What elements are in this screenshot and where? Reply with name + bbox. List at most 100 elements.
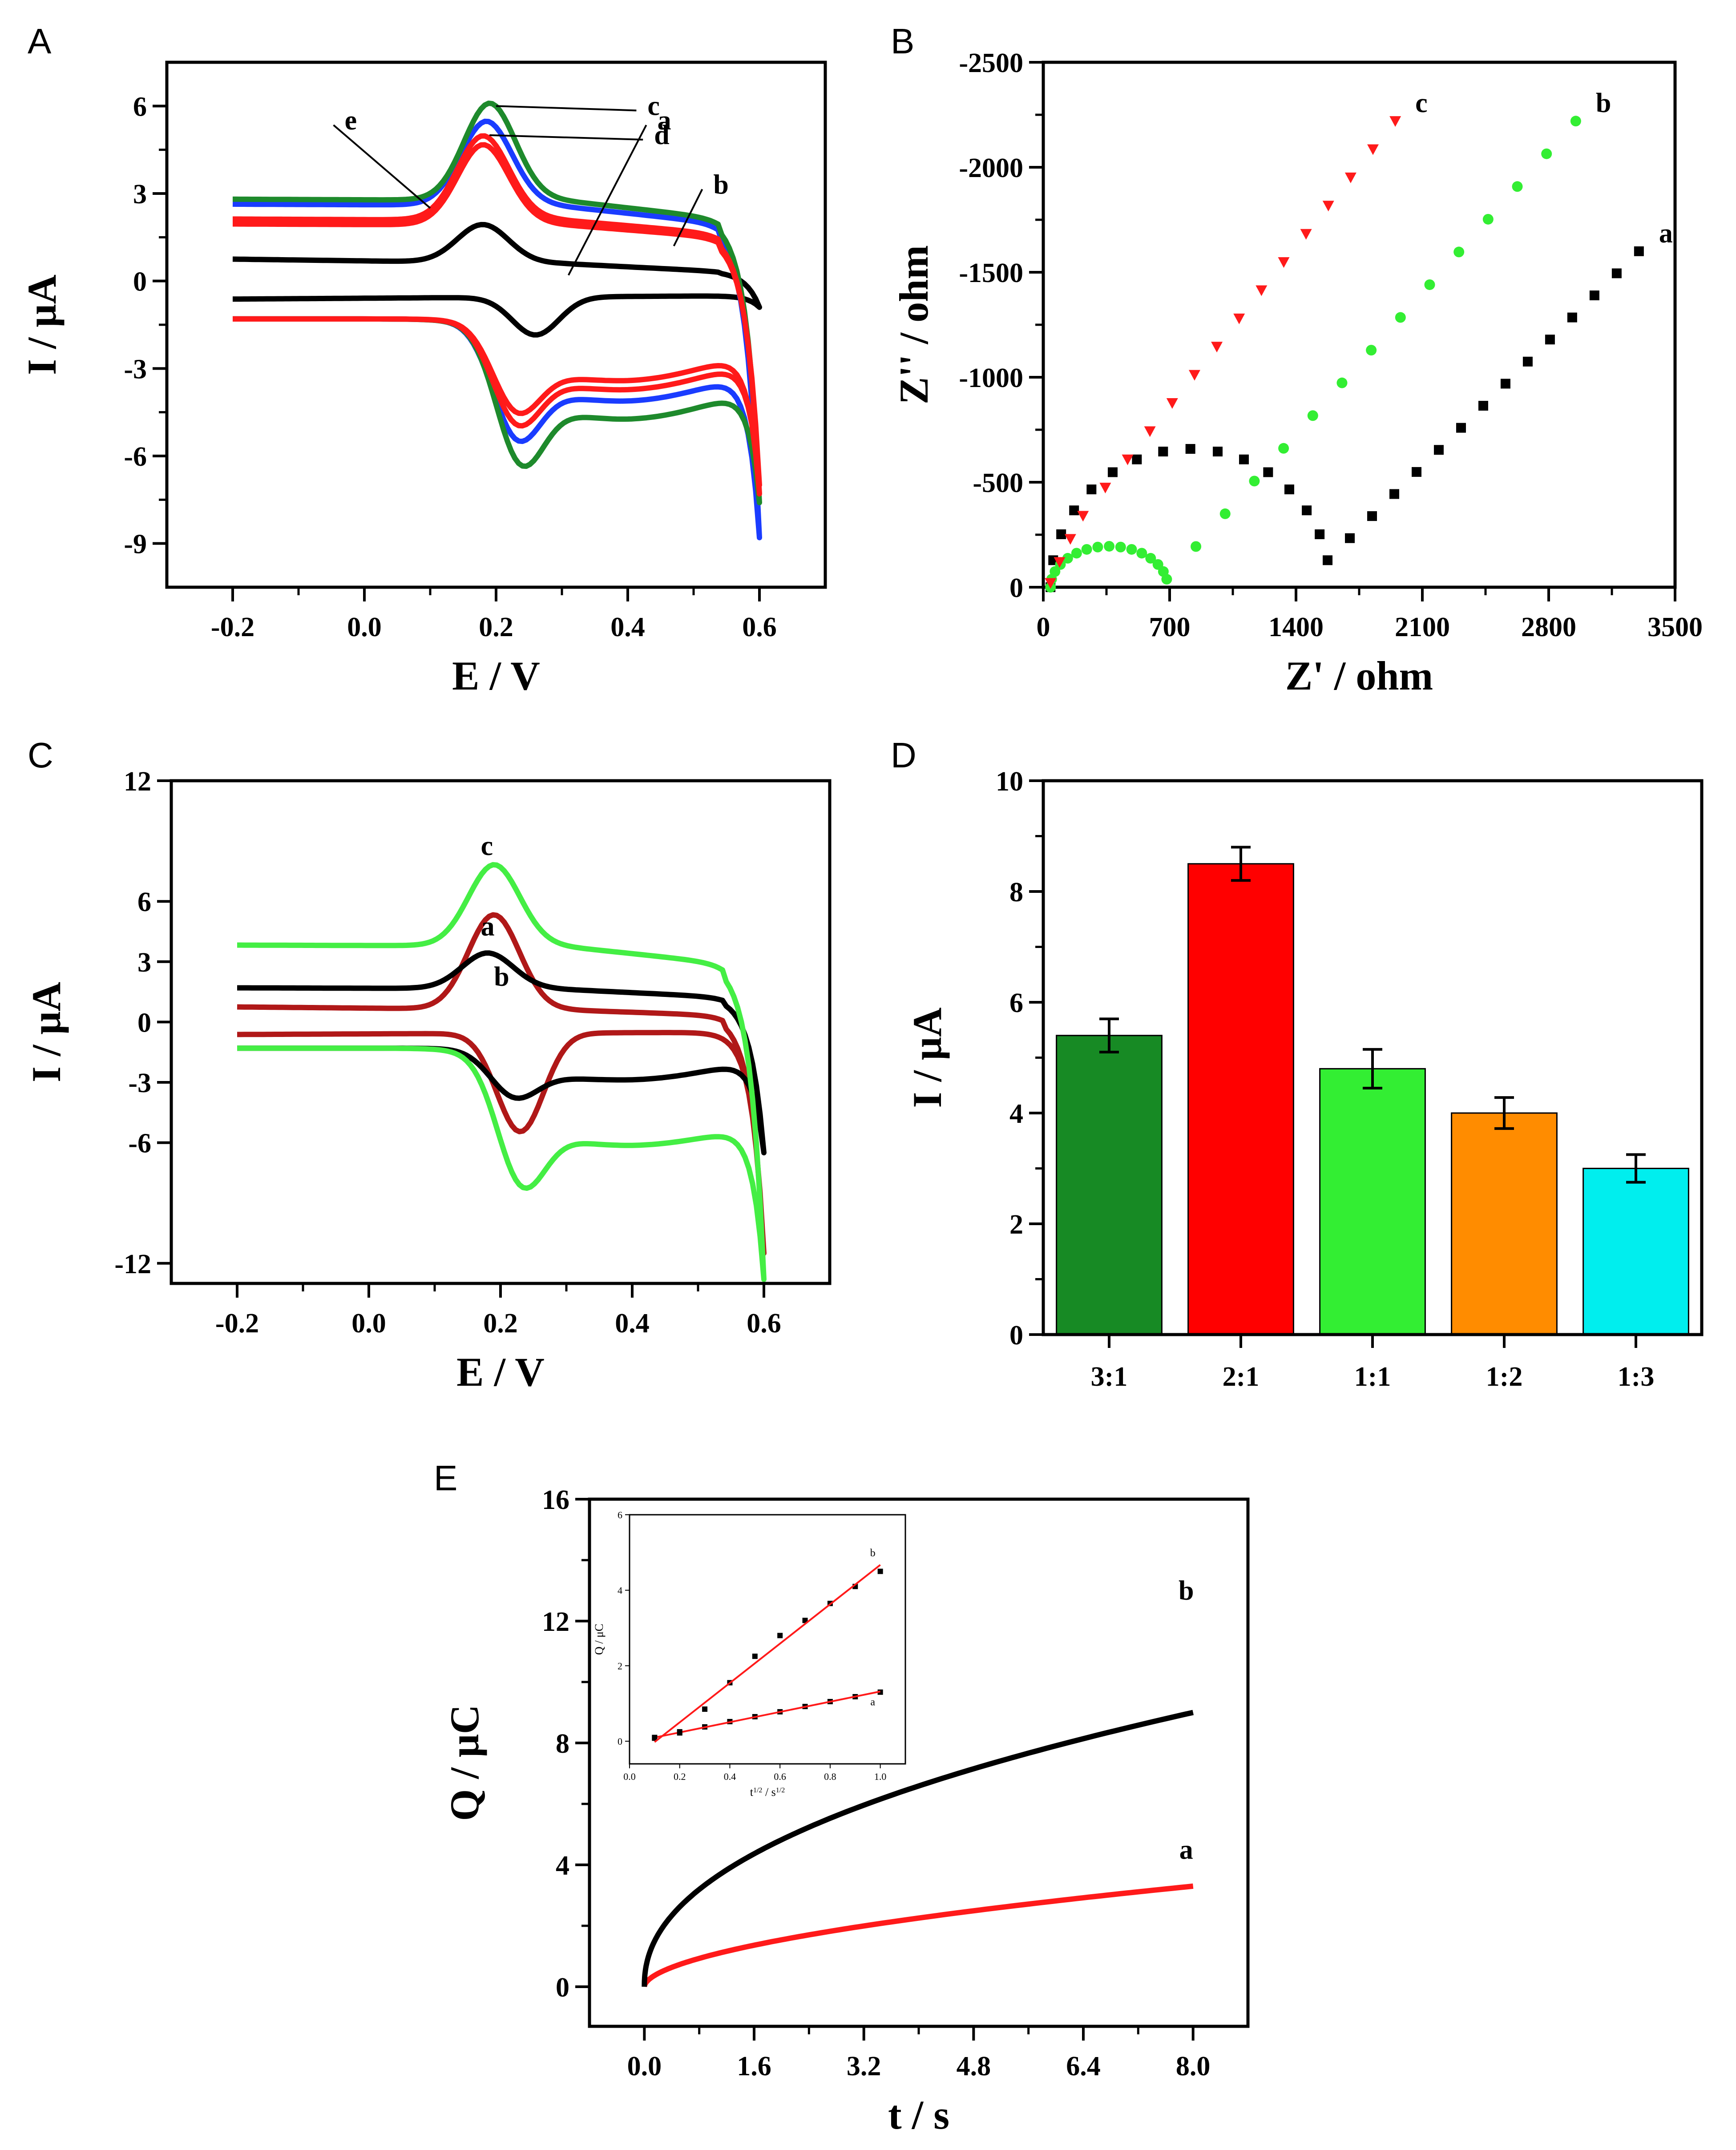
panel-c-x-tick-label: 0.0 — [351, 1308, 386, 1339]
inset-label-b: b — [870, 1547, 876, 1559]
annotation-arrow-b — [673, 189, 703, 246]
nyquist-point-a — [1263, 467, 1273, 477]
cv-curve-b — [232, 118, 762, 541]
panel-b-x-tick-label: 0 — [1037, 612, 1050, 642]
annotation-label-c: c — [647, 91, 660, 121]
nyquist-point-a — [1456, 423, 1466, 433]
annotation-label-b: b — [1179, 1576, 1194, 1606]
nyquist-point-a — [1086, 484, 1097, 495]
inset-x-axis-title-sup: 1/2 — [753, 1787, 762, 1794]
panel-a-y-tick-label: 6 — [133, 92, 147, 122]
annotation-arrow-a — [568, 125, 647, 276]
annotation-label-b: b — [1596, 88, 1611, 118]
nyquist-point-a — [1433, 445, 1444, 455]
nyquist-point-c — [1300, 229, 1312, 240]
panel-c-y-tick-label: 0 — [137, 1008, 151, 1038]
nyquist-point-b — [1104, 541, 1115, 552]
panel-b-y-tick-label: -2500 — [959, 48, 1023, 78]
nyquist-point-b — [1145, 553, 1156, 564]
panel-e-x-tick-label: 1.6 — [737, 2051, 771, 2081]
annotation-label-a: a — [1659, 218, 1673, 249]
inset-point-b — [702, 1706, 708, 1712]
panel-e-x-axis-title: t / s — [888, 2092, 949, 2138]
panel-c-y-tick-label: -3 — [128, 1068, 151, 1098]
inset-point-b — [677, 1729, 682, 1735]
nyquist-point-b — [1482, 214, 1494, 225]
nyquist-point-a — [1411, 467, 1421, 477]
inset-y-tick-label: 2 — [618, 1660, 622, 1671]
panel-b-y-tick-label: -1000 — [959, 363, 1023, 393]
inset-x-tick-label: 1.0 — [874, 1771, 887, 1782]
nyquist-point-c — [1322, 201, 1334, 212]
nyquist-point-a — [1522, 356, 1533, 367]
annotation-label-a: a — [481, 912, 495, 942]
inset-frame — [629, 1514, 906, 1765]
panel-c-x-tick-label: 0.2 — [483, 1308, 518, 1339]
nyquist-point-b — [1161, 574, 1172, 585]
nyquist-point-c — [1054, 557, 1066, 568]
inset-x-tick-label: 0.8 — [824, 1771, 836, 1782]
panel-c: C -0.2 0.0 0.2 0.4 0.6 12 6 3 0 -3 -6 -12 E / V I / μA… — [24, 735, 832, 1395]
nyquist-point-c — [1389, 116, 1401, 127]
nyquist-point-a — [1069, 505, 1079, 516]
inset-y-tick-label: 0 — [618, 1736, 622, 1747]
inset-x-tick-label: 0.6 — [774, 1771, 786, 1782]
panel-e-y-tick-label: 0 — [556, 1973, 569, 2003]
panel-b-x-tick-label: 700 — [1149, 612, 1191, 642]
inset-point-b — [752, 1654, 758, 1659]
bar-1:1 — [1319, 1068, 1426, 1335]
panel-label-a: A — [28, 21, 52, 61]
nyquist-point-c — [1077, 511, 1089, 522]
inset-y-tick-label: 6 — [618, 1509, 622, 1521]
nyquist-point-b — [1453, 246, 1465, 258]
nyquist-point-a — [1056, 529, 1066, 540]
inset-x-tick-label: 0.2 — [674, 1771, 686, 1782]
inset-point-b — [777, 1633, 783, 1638]
nyquist-point-b — [1071, 548, 1082, 559]
nyquist-point-c — [1099, 483, 1111, 494]
panel-c-x-tick-label: -0.2 — [215, 1308, 259, 1339]
panel-d-y-tick-label: 4 — [1009, 1099, 1023, 1129]
nyquist-point-b — [1541, 148, 1552, 159]
nyquist-point-a — [1302, 505, 1312, 516]
panel-c-y-tick-label: -12 — [114, 1249, 151, 1279]
inset-label-a: a — [870, 1696, 875, 1708]
annotation-arrow-d — [489, 134, 643, 141]
nyquist-point-c — [1045, 578, 1057, 589]
nyquist-point-c — [1344, 172, 1357, 183]
panel-a-x-tick-label: 0.4 — [610, 612, 645, 642]
nyquist-point-c — [1256, 285, 1268, 296]
panel-e-y-tick-label: 8 — [556, 1729, 569, 1759]
inset-fit-line-b — [654, 1564, 881, 1743]
panel-c-y-tick-label: -6 — [128, 1129, 151, 1159]
cv-curve-c — [237, 862, 767, 1282]
nyquist-point-c — [1122, 454, 1134, 465]
panel-e-x-tick-label: 0.0 — [627, 2051, 662, 2081]
panel-d-x-tick-label: 1:3 — [1618, 1362, 1655, 1392]
inset-fit-line-a — [654, 1690, 881, 1739]
panel-c-x-tick-label: 0.6 — [747, 1308, 781, 1339]
nyquist-point-c — [1144, 426, 1156, 437]
panel-a-y-axis-title: I / μA — [19, 274, 65, 375]
nyquist-point-a — [1132, 454, 1142, 464]
panel-c-x-axis-title: E / V — [456, 1349, 545, 1395]
panel-b-y-tick-label: -500 — [973, 468, 1023, 498]
bar-1:3 — [1583, 1168, 1689, 1335]
inset-chart: 0.0 0.2 0.4 0.6 0.8 1.0 6 4 2 0 t1/2 / s1/2 Q / μC a… — [593, 1509, 906, 1799]
nyquist-point-a — [1567, 312, 1577, 323]
panel-label-b: B — [891, 21, 914, 61]
annotation-label-d: d — [654, 120, 669, 150]
nyquist-point-a — [1323, 555, 1333, 565]
nyquist-point-a — [1212, 447, 1223, 457]
annotation-label-c: c — [1415, 88, 1428, 118]
nyquist-point-a — [1345, 533, 1355, 543]
panel-b-y-axis-title: Z'' / ohm — [891, 245, 937, 404]
panel-b-x-tick-label: 2800 — [1521, 612, 1576, 642]
annotation-arrow-e — [333, 124, 431, 209]
annotation-arrow-c — [496, 105, 637, 112]
panel-a-x-tick-label: 0.0 — [347, 612, 382, 642]
nyquist-point-c — [1278, 257, 1290, 268]
panel-d: D 3:1 2:1 1:1 1:2 1:3 10 8 6 4 2 0 I / μA — [891, 735, 1704, 1392]
annotation-label-b: b — [713, 169, 728, 200]
nyquist-point-a — [1367, 511, 1377, 521]
